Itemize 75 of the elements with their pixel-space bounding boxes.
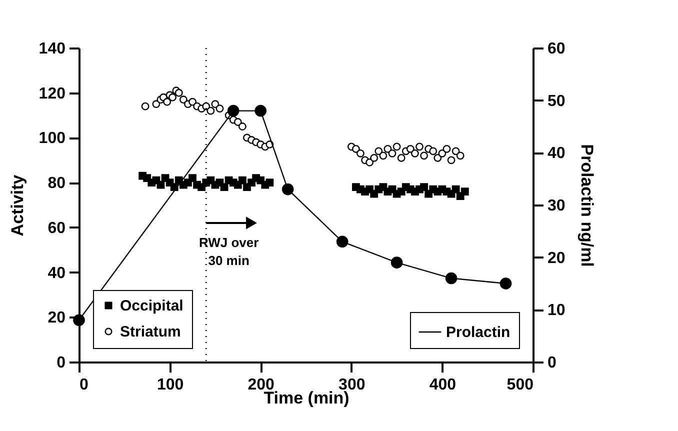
point (168, 93, 176, 102)
point (420, 183, 428, 192)
point (234, 118, 242, 126)
point (452, 147, 460, 156)
y-tick-label: 80 (48, 175, 66, 192)
point (370, 154, 378, 162)
point (141, 102, 150, 110)
point (352, 144, 360, 153)
y-tick-label: 20 (48, 310, 66, 327)
point (384, 144, 392, 153)
point (397, 154, 406, 162)
y-tick-label: 100 (38, 130, 66, 148)
y-tick-label: 140 (38, 40, 66, 58)
point (211, 100, 220, 108)
point (188, 98, 196, 106)
point (238, 176, 246, 184)
point (206, 106, 215, 115)
y-tick-label: 60 (48, 220, 66, 237)
point (220, 183, 228, 192)
point (460, 188, 469, 196)
point (406, 144, 414, 153)
legend-label: Striatum (120, 324, 181, 340)
point (420, 152, 428, 160)
point (156, 180, 165, 189)
point (500, 278, 512, 290)
point (238, 122, 246, 130)
point (179, 96, 188, 104)
point (336, 236, 348, 248)
point (411, 149, 419, 158)
point (379, 152, 388, 160)
x-tick-label: 400 (429, 376, 456, 394)
y2-tick-label: 40 (548, 145, 566, 162)
point (254, 104, 267, 117)
point (163, 98, 172, 106)
point (366, 158, 374, 166)
point (434, 154, 442, 162)
y2-tick-label: 50 (548, 92, 566, 110)
point (416, 142, 424, 151)
point (174, 88, 183, 97)
y2-axis-title: Prolactin ng/ml (577, 144, 596, 267)
point (392, 142, 401, 151)
point (429, 147, 438, 156)
x-tick-label: 500 (506, 376, 534, 394)
y-tick-label: 0 (56, 354, 66, 372)
y2-tick-label: 60 (548, 40, 566, 58)
point (442, 144, 451, 153)
y-tick-label: 40 (48, 264, 66, 282)
point (188, 174, 196, 182)
point (356, 149, 364, 158)
point (438, 149, 446, 158)
point (445, 272, 458, 284)
legend-label: Occipital (120, 298, 184, 314)
point (216, 104, 224, 113)
y2-tick-label: 20 (548, 250, 566, 267)
y2-tick-label: 0 (548, 354, 556, 372)
point (374, 147, 383, 156)
annotation: RWJ over 30 min (198, 234, 259, 268)
x-tick-label: 100 (156, 376, 184, 394)
x-axis-title: Time (min) (264, 388, 350, 408)
point (390, 256, 403, 268)
point (227, 104, 240, 117)
point (447, 156, 456, 164)
point (388, 149, 396, 158)
y2-tick-label: 10 (548, 302, 566, 320)
legend-label: Prolactin (446, 324, 510, 341)
point (73, 314, 85, 326)
point (152, 100, 160, 108)
x-tick-label: 0 (80, 376, 88, 394)
point (282, 183, 294, 196)
point (266, 178, 274, 187)
point (452, 185, 460, 194)
point (456, 152, 464, 160)
y-axis-title: Activity (8, 174, 27, 236)
y-tick-label: 120 (38, 85, 66, 102)
y2-tick-label: 30 (548, 198, 566, 214)
